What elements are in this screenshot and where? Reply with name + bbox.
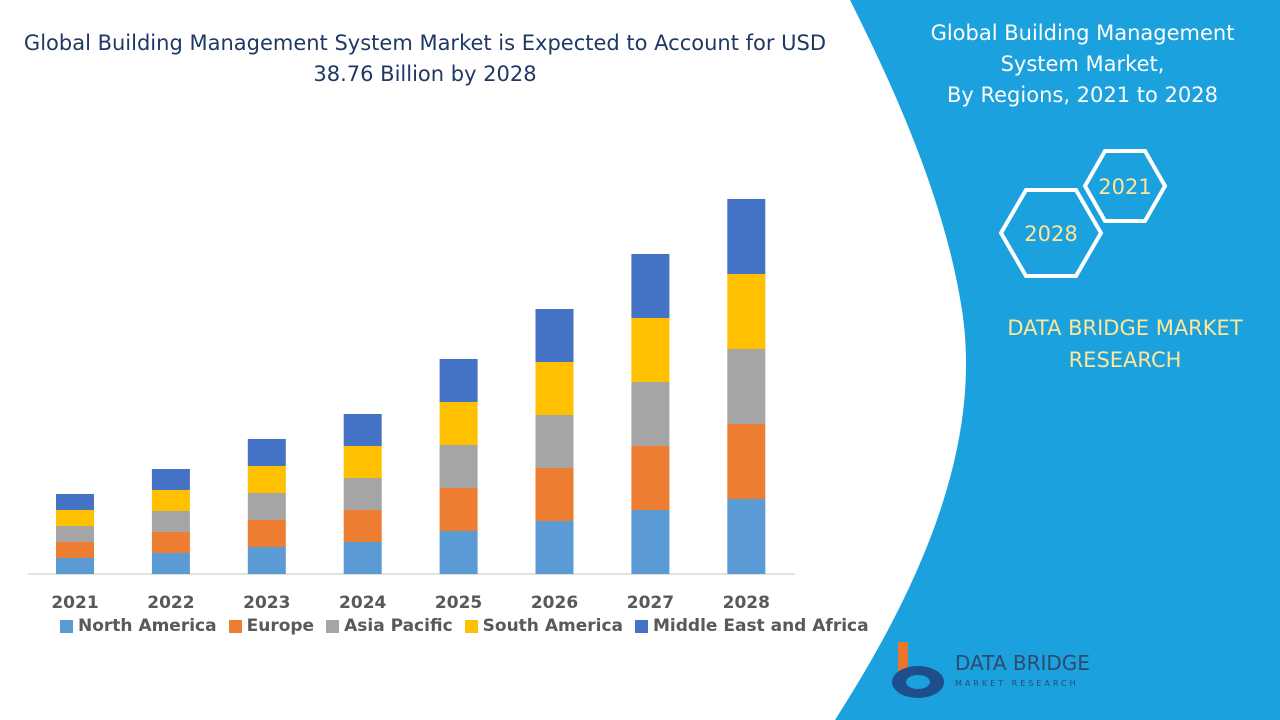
bar-segment <box>247 439 286 466</box>
bar-segment <box>727 199 766 274</box>
x-tick-label: 2024 <box>339 593 386 613</box>
logo <box>892 642 944 698</box>
bar-segment <box>439 445 478 488</box>
legend-label: South America <box>482 616 623 636</box>
hex-label: 2021 <box>1098 175 1151 199</box>
bar-segment <box>343 478 382 510</box>
bar-segment <box>631 510 670 574</box>
bar-segment <box>439 402 478 445</box>
panel-title-line: Global Building Management <box>930 21 1235 45</box>
logo-tagline: MARKET RESEARCH <box>955 679 1079 688</box>
bar-segment <box>56 494 94 510</box>
bar-segment <box>535 309 574 362</box>
bar-segment <box>727 349 766 424</box>
bar-segment <box>535 415 574 468</box>
legend-swatch <box>60 619 73 633</box>
bar-segment <box>56 558 94 574</box>
legend-label: North America <box>78 616 217 636</box>
bar-segment <box>247 547 286 574</box>
side-panel <box>835 0 1280 720</box>
x-tick-label: 2026 <box>531 593 578 613</box>
bar-segment <box>343 414 382 446</box>
bar-segment <box>247 520 286 547</box>
legend-label: Europe <box>246 616 315 636</box>
panel-title: Global Building Management System Market… <box>905 18 1260 111</box>
bar-segment <box>343 510 382 542</box>
legend-swatch <box>464 619 478 633</box>
logo-mark <box>906 675 930 689</box>
bar-segment <box>247 493 286 520</box>
legend-swatch <box>635 619 648 633</box>
x-tick-label: 2023 <box>243 593 290 613</box>
bar-segment <box>631 254 670 318</box>
bar-segment <box>151 469 190 490</box>
bar-segment <box>151 553 190 574</box>
legend-label: Middle East and Africa <box>653 616 869 636</box>
hexagon <box>998 188 1104 278</box>
bar-segment <box>439 359 478 402</box>
legend-item: Middle East and Africa <box>635 616 869 636</box>
x-tick-label: 2021 <box>51 593 98 613</box>
bar-segment <box>343 446 382 478</box>
bar-segment <box>727 274 766 349</box>
legend-item: North America <box>60 616 217 636</box>
bar-segment <box>151 490 190 511</box>
bar-segment <box>56 510 94 526</box>
bar-segment <box>727 424 766 499</box>
bar-segment <box>535 521 574 574</box>
hex-label: 2028 <box>1024 222 1077 246</box>
legend-item: South America <box>464 616 623 636</box>
x-tick-label: 2022 <box>147 593 194 613</box>
bar-segment <box>535 362 574 415</box>
bar-segment <box>631 318 670 382</box>
brand: DATA BRIDGE MARKET RESEARCH <box>1007 316 1243 372</box>
bar-segment <box>727 499 766 574</box>
x-tick-label: 2028 <box>723 593 770 613</box>
bar-segment <box>56 526 94 542</box>
x-tick-label: 2027 <box>627 593 674 613</box>
logo-bar <box>898 642 908 682</box>
legend-item: Europe <box>228 616 315 636</box>
legend-swatch <box>228 619 242 633</box>
chart-title: Global Building Management System Market… <box>23 31 827 86</box>
logo-name: DATA BRIDGE <box>955 651 1090 675</box>
hexagon <box>1082 149 1168 223</box>
bar-segment <box>535 468 574 521</box>
bar-segment <box>439 531 478 574</box>
legend-label: Asia Pacific <box>344 616 453 636</box>
bar-segment <box>631 446 670 510</box>
bar-segment <box>343 542 382 574</box>
bar-segment <box>439 488 478 531</box>
bar-segment <box>631 382 670 446</box>
panel-title-line: By Regions, 2021 to 2028 <box>946 83 1218 107</box>
legend-swatch <box>326 619 340 633</box>
bar-segment <box>151 511 190 532</box>
legend-item: Asia Pacific <box>326 616 453 636</box>
bar-segment <box>151 532 190 553</box>
bar-segment <box>56 542 94 558</box>
panel-title-line: System Market, <box>1000 52 1165 76</box>
x-tick-label: 2025 <box>435 593 482 613</box>
bar-segment <box>247 466 286 493</box>
legend: North America Europe Asia Pacific South Ame… <box>60 616 869 636</box>
